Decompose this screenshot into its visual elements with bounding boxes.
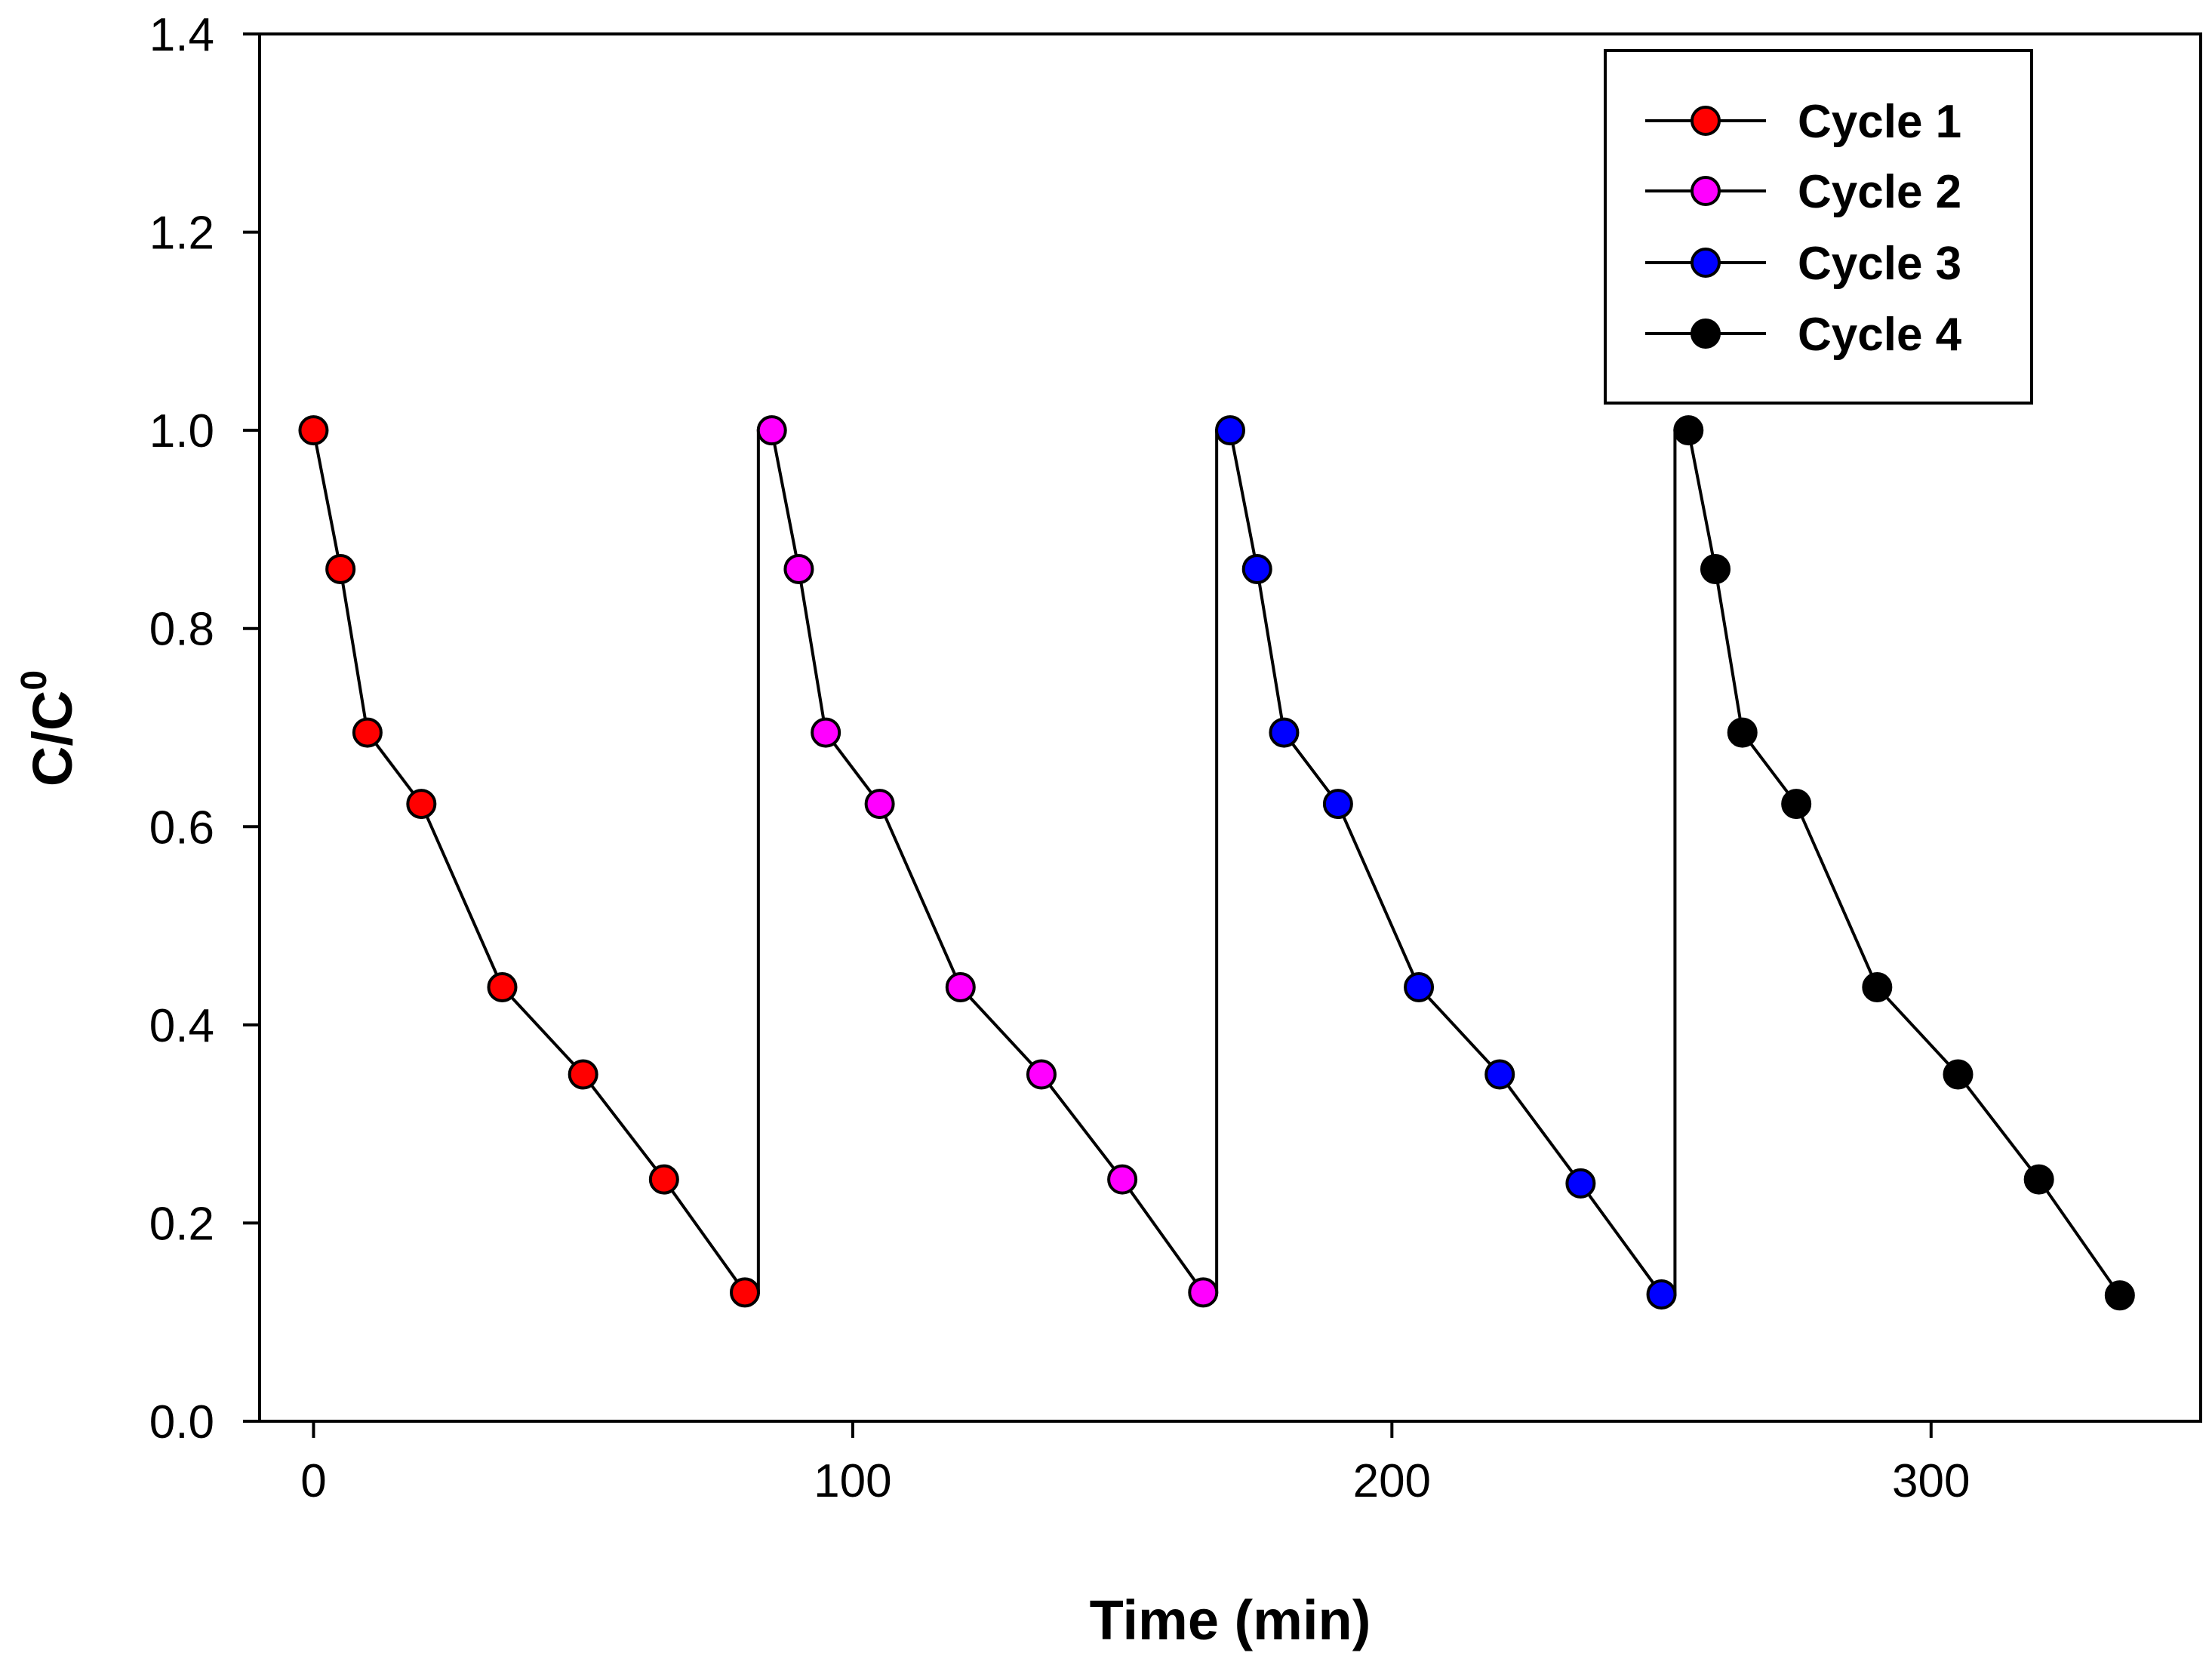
data-point-cycle-3 (1269, 717, 1300, 748)
data-point-cycle-3 (1241, 553, 1272, 584)
data-markers (298, 415, 2135, 1311)
y-axis: 0.0 0.2 0.4 0.6 0.8 1.0 1.2 1.4 (149, 9, 260, 1448)
data-point-cycle-1 (568, 1059, 598, 1090)
cycle-connectors (745, 429, 1689, 1296)
legend-marker-cycle-2 (1691, 176, 1721, 206)
y-axis-title: C/C0 (14, 670, 84, 786)
data-point-cycle-4 (1781, 789, 1812, 820)
y-tick-label: 0.0 (149, 1396, 214, 1448)
data-point-cycle-4 (1862, 971, 1893, 1002)
x-tick-label: 100 (814, 1455, 891, 1507)
data-point-cycle-3 (1215, 415, 1245, 446)
data-point-cycle-3 (1484, 1059, 1515, 1090)
data-point-cycle-3 (1322, 789, 1353, 820)
data-point-cycle-2 (1026, 1059, 1057, 1090)
data-point-cycle-3 (1404, 971, 1435, 1002)
data-point-cycle-4 (1700, 553, 1731, 584)
cycle-connector (1203, 429, 1230, 1294)
series-line-cycle-2 (770, 429, 1204, 1294)
series-lines (312, 429, 2121, 1297)
data-point-cycle-3 (1565, 1168, 1596, 1199)
y-tick-label: 1.0 (149, 405, 214, 457)
y-tick-label: 0.6 (149, 802, 214, 854)
series-line-cycle-4 (1687, 429, 2121, 1297)
legend-box (1604, 49, 2033, 405)
data-point-cycle-2 (811, 717, 841, 748)
legend-entry-cycle-2: Cycle 2 (1645, 166, 1961, 218)
series-line-cycle-1 (312, 429, 746, 1294)
y-axis-title-main: C/C (21, 691, 84, 786)
legend-label-cycle-3: Cycle 3 (1798, 238, 1961, 290)
data-point-cycle-2 (783, 553, 814, 584)
data-point-cycle-2 (1188, 1277, 1219, 1308)
y-tick-label: 0.4 (149, 1000, 214, 1052)
data-point-cycle-2 (864, 789, 895, 820)
cycle-connector (745, 429, 772, 1294)
data-point-cycle-1 (352, 717, 383, 748)
data-point-cycle-1 (325, 553, 356, 584)
legend-label-cycle-4: Cycle 4 (1798, 309, 1962, 361)
series-line-cycle-3 (1229, 429, 1663, 1296)
y-tick-label: 0.8 (149, 604, 214, 656)
data-point-cycle-1 (406, 789, 437, 820)
legend-marker-cycle-4 (1691, 319, 1721, 349)
y-tick-label: 0.2 (149, 1198, 214, 1250)
data-point-cycle-1 (298, 415, 329, 446)
data-point-cycle-1 (648, 1164, 679, 1195)
x-tick-label: 300 (1892, 1455, 1970, 1507)
y-axis-title-superscript: 0 (14, 670, 54, 691)
data-point-cycle-4 (2023, 1164, 2054, 1195)
y-tick-label: 1.4 (149, 9, 214, 61)
legend-marker-cycle-3 (1691, 248, 1721, 278)
data-point-cycle-2 (1107, 1164, 1138, 1195)
legend-entry-cycle-3: Cycle 3 (1645, 238, 1961, 290)
plot-frame (258, 32, 2202, 1423)
data-point-cycle-3 (1646, 1279, 1677, 1310)
x-tick-label: 200 (1353, 1455, 1431, 1507)
data-point-cycle-4 (1943, 1059, 1974, 1090)
y-tick-label: 1.2 (149, 208, 214, 260)
x-tick-label: 0 (300, 1455, 326, 1507)
data-point-cycle-1 (730, 1277, 760, 1308)
cycle-connector (1661, 429, 1689, 1296)
data-point-cycle-4 (1673, 415, 1704, 446)
legend-label-cycle-2: Cycle 2 (1798, 166, 1961, 218)
data-point-cycle-4 (1727, 717, 1758, 748)
legend-entry-cycle-4: Cycle 4 (1645, 309, 1962, 361)
legend-label-cycle-1: Cycle 1 (1798, 96, 1961, 148)
x-axis-title: Time (min) (1090, 1589, 1371, 1651)
x-axis: 0 100 200 300 (300, 1421, 1970, 1507)
y-axis-title-group: C/C0 (14, 670, 84, 786)
data-point-cycle-2 (756, 415, 787, 446)
data-point-cycle-1 (487, 971, 518, 1002)
data-point-cycle-4 (2104, 1280, 2135, 1311)
data-point-cycle-2 (945, 971, 976, 1002)
legend-marker-cycle-1 (1691, 106, 1721, 136)
legend-entry-cycle-1: Cycle 1 (1645, 96, 1961, 148)
legend: Cycle 1 Cycle 2 Cycle 3 Cycle 4 (1604, 49, 2033, 405)
